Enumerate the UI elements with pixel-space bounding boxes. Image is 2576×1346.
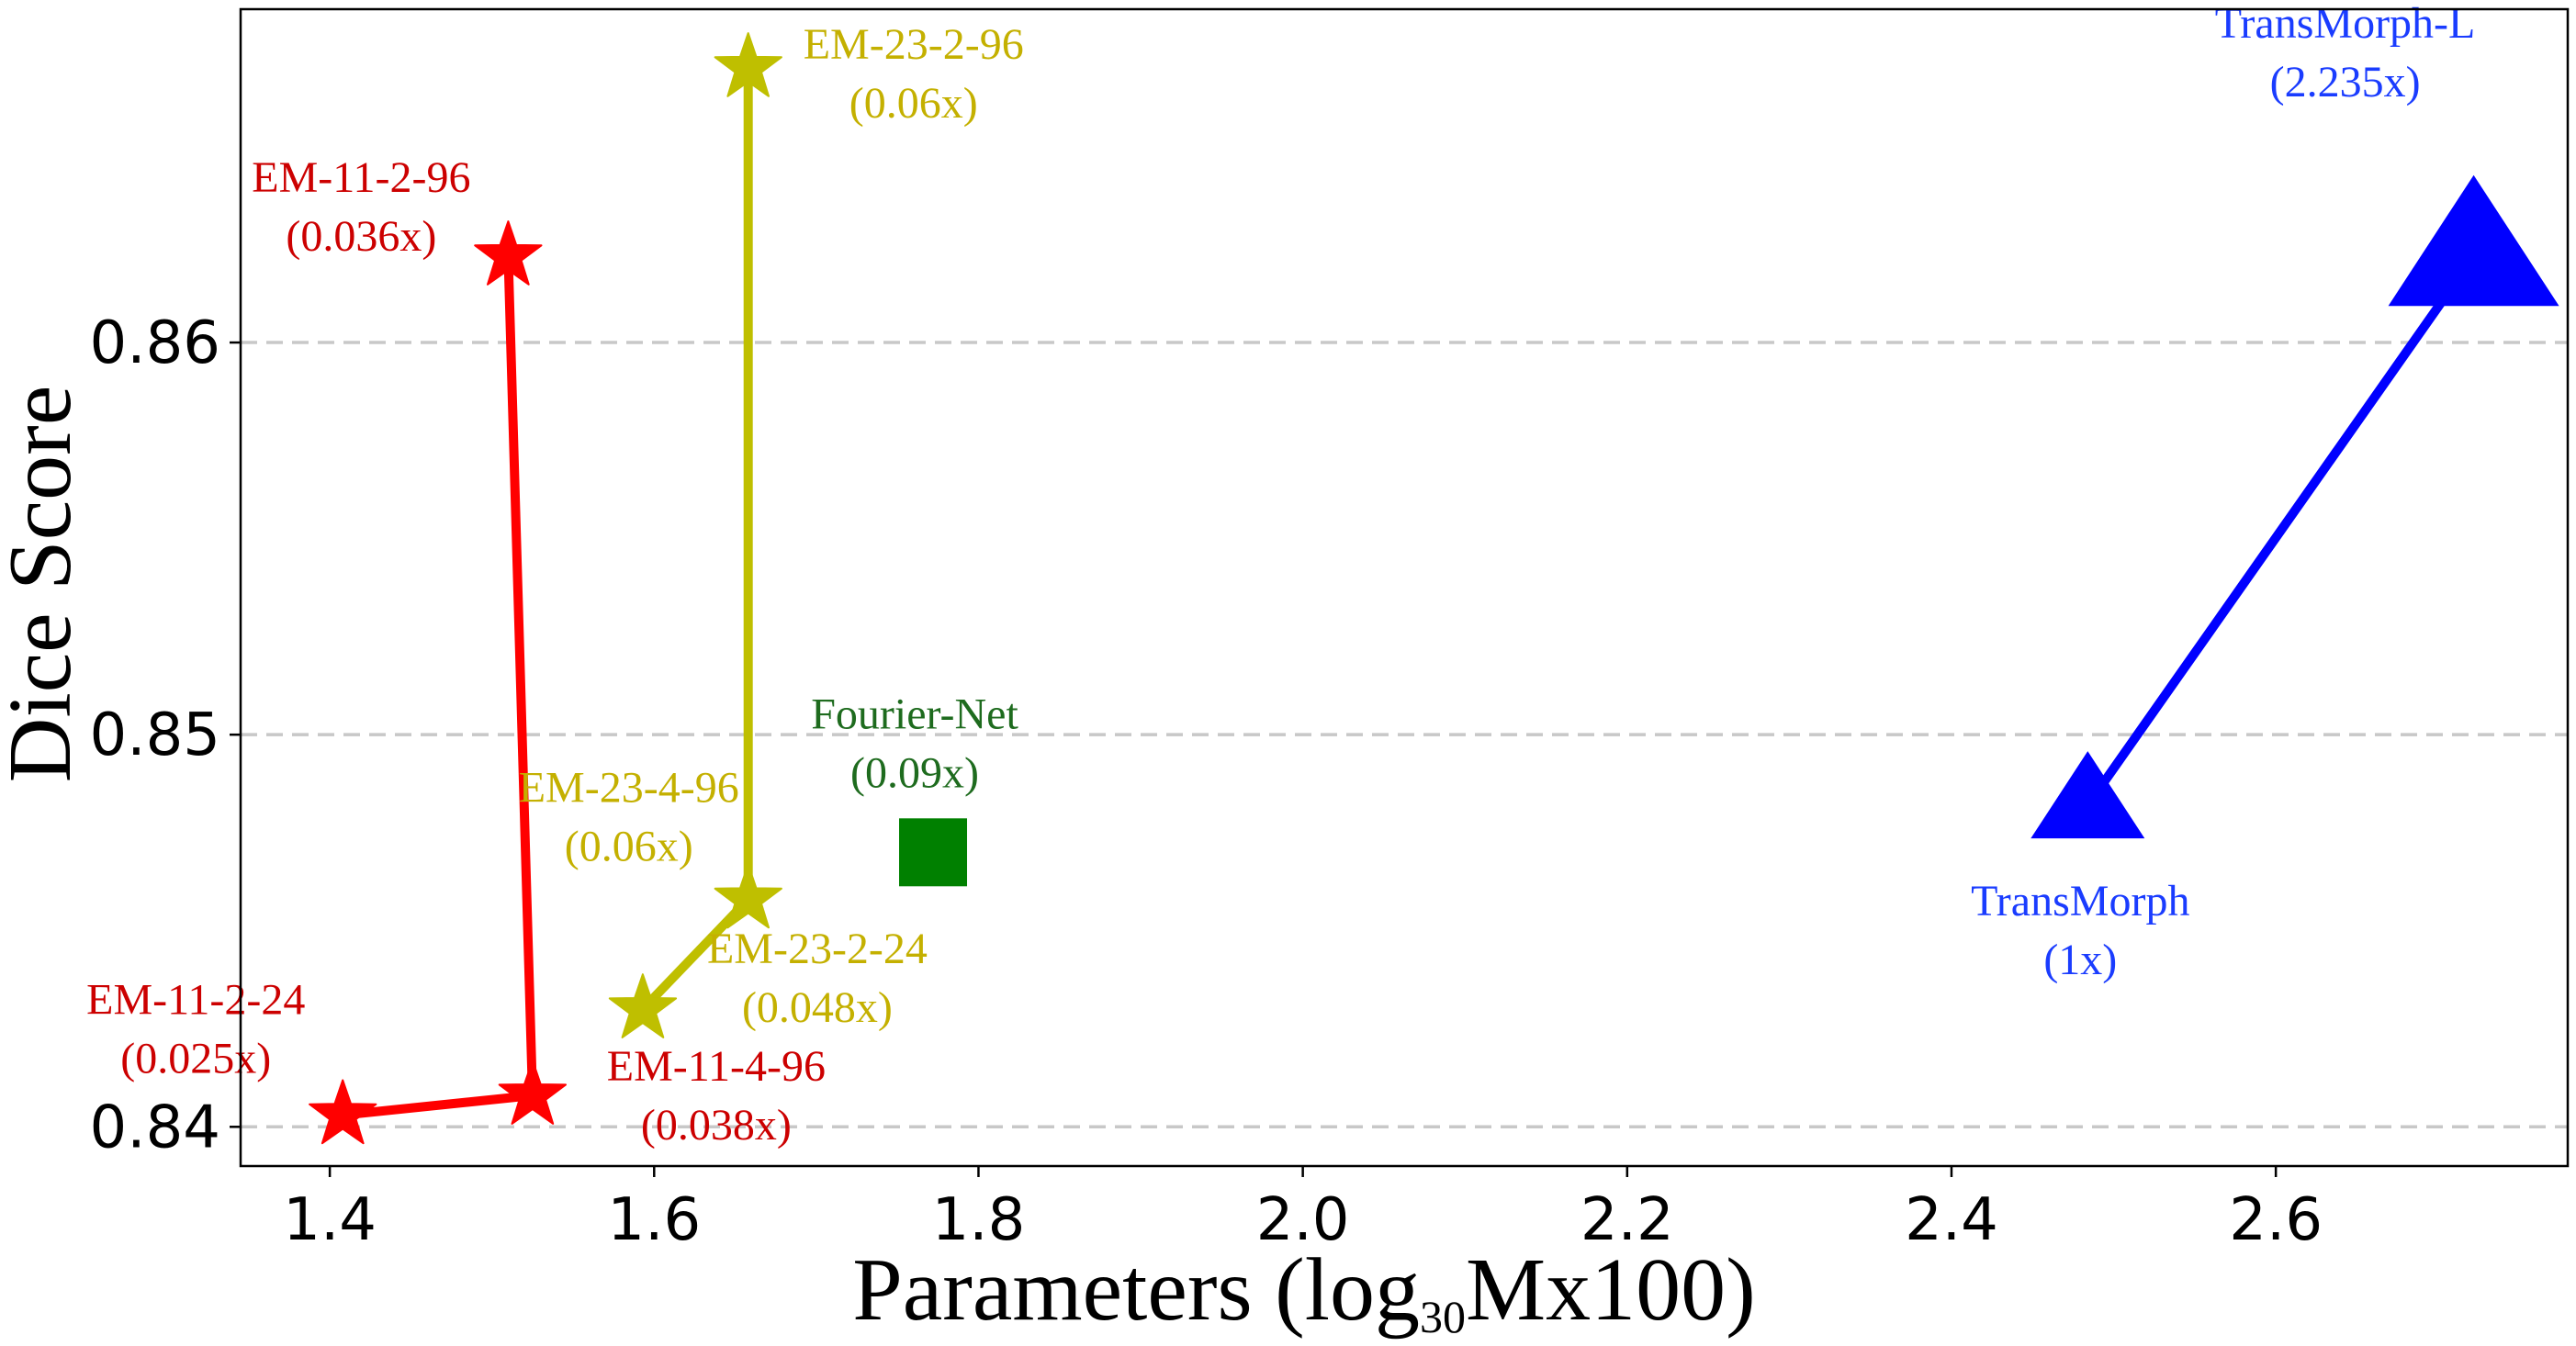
point-fourier-net-label: Fourier-Net (811, 690, 1018, 738)
x-tick-label-2.6: 2.6 (2229, 1186, 2323, 1254)
data-labels: EM-11-2-24 (0.025x) EM-11-4-96 (0.038x) EM-1… (86, 0, 2475, 1150)
point-em-11-2-96-sublabel: (0.036x) (286, 212, 436, 261)
x-tick-label-1.8: 1.8 (932, 1186, 1026, 1254)
x-axis-title-main: Parameters (log (852, 1240, 1420, 1340)
point-em-23-2-96-label: EM-23-2-96 (804, 20, 1024, 69)
gridlines (241, 341, 2568, 1129)
x-tick-label-2.4: 2.4 (1905, 1186, 1998, 1254)
data-series (309, 32, 2559, 1145)
point-em-23-2-96-star-marker (714, 32, 782, 97)
point-em-23-2-24-star-marker (608, 973, 678, 1038)
y-tick-label-0.86: 0.86 (90, 309, 221, 377)
point-em-11-2-24-label: EM-11-2-24 (86, 975, 305, 1024)
point-transmorph-l-sublabel: (2.235x) (2270, 58, 2421, 107)
point-em-23-2-96-sublabel: (0.06x) (849, 79, 978, 128)
series-0 (309, 220, 567, 1145)
point-transmorph-sublabel: (1x) (2043, 936, 2117, 984)
point-em-11-2-24-sublabel: (0.025x) (120, 1034, 271, 1082)
x-tick-label-1.4: 1.4 (283, 1186, 377, 1254)
point-transmorph-label: TransMorph (1971, 877, 2189, 925)
point-em-11-4-96-label: EM-11-4-96 (607, 1042, 826, 1091)
axis-ticks: 1.4 1.6 1.8 2.0 2.2 2.4 2.6 0.84 0.85 0.86 (90, 309, 2323, 1254)
point-fourier-net-square-marker (899, 818, 968, 887)
point-transmorph-l-triangle-marker (2388, 174, 2559, 307)
point-transmorph-l-label: TransMorph-L (2215, 0, 2476, 48)
point-em-23-4-96-label: EM-23-4-96 (519, 764, 739, 813)
x-tick-label-2.0: 2.0 (1256, 1186, 1350, 1254)
point-em-11-4-96-star-marker (498, 1060, 567, 1125)
series-line-3 (2083, 252, 2479, 811)
x-tick-label-2.2: 2.2 (1580, 1186, 1674, 1254)
point-em-23-2-24-label: EM-23-2-24 (707, 925, 928, 973)
point-transmorph-triangle-marker (2030, 751, 2145, 839)
x-axis-title: Parameters (log30Mx100) (852, 1240, 1756, 1342)
point-em-11-2-96-label: EM-11-2-96 (252, 153, 470, 202)
plot-frame (239, 7, 2570, 1168)
y-tick-label-0.84: 0.84 (90, 1094, 221, 1161)
x-tick-label-1.6: 1.6 (607, 1186, 701, 1254)
y-axis-title: Dice Score (0, 386, 90, 783)
series-3 (2030, 174, 2559, 839)
point-em-11-4-96-sublabel: (0.038x) (641, 1101, 792, 1150)
series-1 (608, 32, 782, 1038)
x-axis-title-rest: Mx100) (1466, 1240, 1756, 1340)
point-em-23-4-96-star-marker (714, 863, 782, 929)
series-2 (899, 818, 968, 887)
point-em-23-4-96-sublabel: (0.06x) (565, 823, 693, 871)
y-tick-label-0.85: 0.85 (90, 701, 221, 769)
x-axis-title-subscript: 30 (1420, 1291, 1466, 1342)
point-em-11-2-96-star-marker (474, 220, 543, 286)
point-fourier-net-sublabel: (0.09x) (850, 748, 979, 797)
point-em-11-2-24-star-marker (309, 1079, 377, 1145)
point-em-23-2-24-sublabel: (0.048x) (742, 983, 893, 1032)
